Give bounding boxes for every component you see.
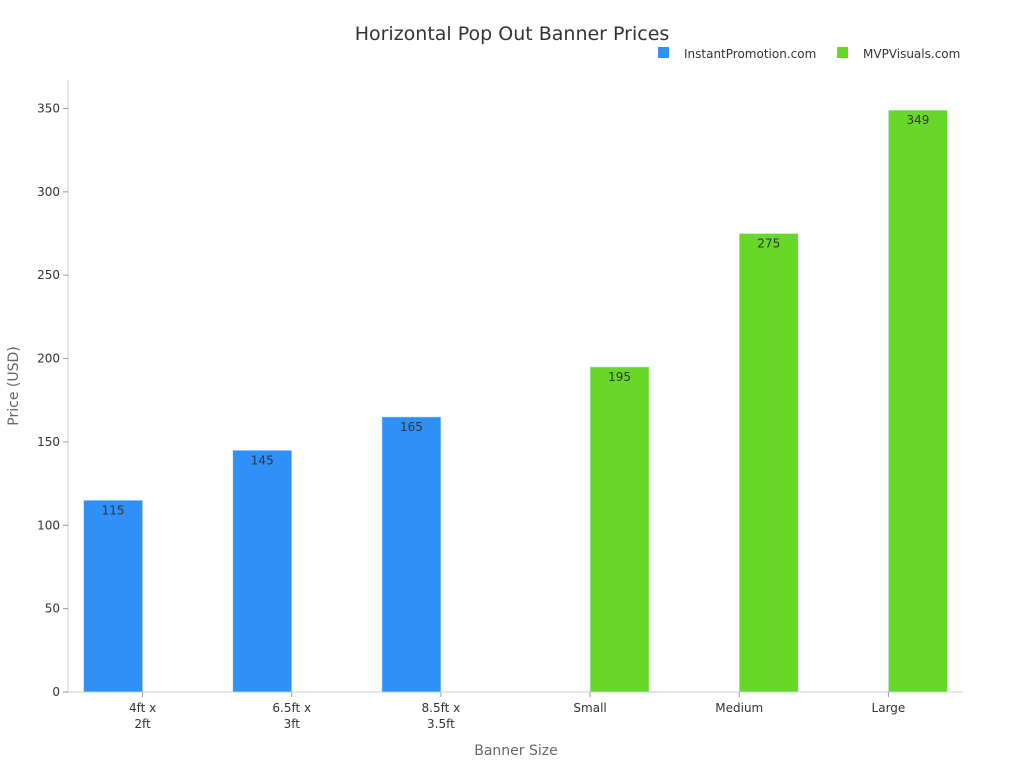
legend-swatch (658, 47, 669, 58)
data-label: 165 (400, 420, 423, 434)
data-label: 349 (906, 113, 929, 127)
bar (738, 233, 799, 693)
y-axis-ticks: 0 50 100 150 200 250 300 350 (37, 102, 68, 699)
x-tick-label: Small (573, 701, 606, 715)
bar (83, 499, 143, 693)
legend-swatch (837, 47, 848, 58)
chart-title: Horizontal Pop Out Banner Prices (355, 23, 670, 45)
legend-label: InstantPromotion.com (684, 47, 816, 61)
x-axis-label: Banner Size (474, 743, 558, 759)
data-label: 195 (608, 370, 631, 384)
bar (888, 109, 948, 693)
legend: InstantPromotion.com MVPVisuals.com (658, 47, 960, 61)
x-tick-label: 8.5ft x 3.5ft (422, 701, 461, 731)
data-label: 275 (757, 237, 780, 251)
bars: 115 145 165 195 275 349 (83, 109, 948, 693)
y-tick-label: 50 (45, 602, 60, 616)
y-tick-label: 250 (37, 268, 60, 282)
data-label: 115 (102, 503, 125, 517)
legend-label: MVPVisuals.com (863, 47, 960, 61)
y-tick-label: 350 (37, 102, 60, 116)
x-axis-ticks: 4ft x 2ft 6.5ft x 3ft 8.5ft x 3.5ft Small Mediu… (129, 692, 905, 731)
bar (589, 366, 650, 693)
x-tick-label: Large (872, 701, 906, 715)
bar (381, 416, 442, 693)
y-tick-label: 0 (52, 685, 60, 699)
data-label: 145 (251, 453, 274, 467)
bar (232, 449, 293, 693)
y-tick-label: 100 (37, 518, 60, 532)
y-tick-label: 150 (37, 435, 60, 449)
x-tick-label: Medium (715, 701, 763, 715)
x-tick-label: 6.5ft x 3ft (272, 701, 311, 731)
y-axis-label: Price (USD) (6, 346, 22, 425)
x-tick-label: 4ft x 2ft (129, 701, 156, 731)
y-tick-label: 200 (37, 352, 60, 366)
y-tick-label: 300 (37, 185, 60, 199)
